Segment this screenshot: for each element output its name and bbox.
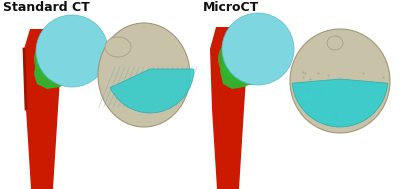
Ellipse shape bbox=[290, 29, 390, 133]
Ellipse shape bbox=[327, 36, 343, 50]
Text: MicroCT: MicroCT bbox=[203, 1, 259, 14]
Circle shape bbox=[222, 13, 294, 85]
Ellipse shape bbox=[218, 33, 282, 85]
Polygon shape bbox=[24, 29, 62, 189]
Circle shape bbox=[255, 30, 265, 40]
Text: Standard CT: Standard CT bbox=[3, 1, 90, 14]
Ellipse shape bbox=[105, 37, 131, 57]
Ellipse shape bbox=[98, 23, 190, 127]
Wedge shape bbox=[110, 69, 194, 113]
Ellipse shape bbox=[34, 34, 94, 84]
Polygon shape bbox=[210, 27, 248, 189]
Circle shape bbox=[36, 15, 108, 87]
Polygon shape bbox=[220, 35, 282, 89]
Polygon shape bbox=[34, 37, 94, 89]
Wedge shape bbox=[292, 79, 388, 127]
